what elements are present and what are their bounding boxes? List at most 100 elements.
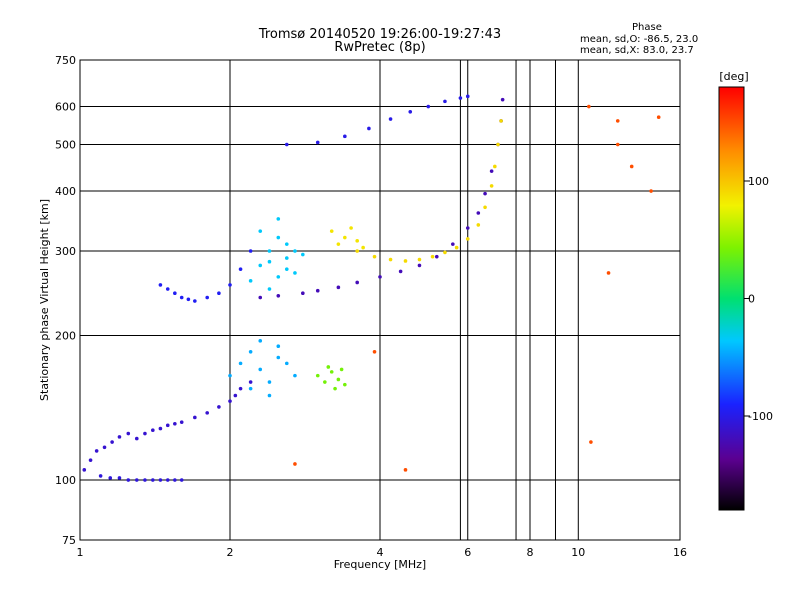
- data-point: [248, 249, 253, 253]
- grid-lines: [80, 60, 680, 540]
- data-point: [293, 373, 297, 378]
- data-point: [267, 393, 272, 398]
- colorbar-label: [deg]: [719, 70, 748, 83]
- data-point: [336, 285, 341, 290]
- data-point: [276, 235, 281, 240]
- data-point: [110, 440, 114, 444]
- data-point: [408, 109, 413, 114]
- y-tick-label: 100: [55, 474, 76, 487]
- data-point: [258, 339, 263, 343]
- data-point: [94, 449, 99, 453]
- data-point: [88, 458, 93, 462]
- y-tick-label: 75: [62, 534, 76, 547]
- data-point: [500, 97, 505, 102]
- data-point: [465, 237, 470, 241]
- data-point: [284, 361, 289, 366]
- y-tick-label: 500: [55, 139, 76, 152]
- data-point: [134, 436, 139, 441]
- plot-frame: [79, 59, 681, 541]
- data-point: [173, 478, 177, 482]
- data-point: [158, 426, 163, 431]
- data-point: [326, 365, 331, 369]
- chart-title: Tromsø 20140520 19:26:00-19:27:43: [258, 27, 502, 42]
- data-point: [276, 293, 281, 298]
- data-point: [217, 405, 221, 409]
- data-point: [117, 435, 122, 439]
- data-point: [315, 373, 320, 378]
- data-point: [158, 283, 163, 287]
- data-point: [465, 94, 470, 99]
- data-point: [151, 478, 155, 482]
- data-point: [267, 249, 272, 253]
- data-point: [293, 271, 297, 275]
- data-point: [343, 134, 347, 139]
- data-point: [336, 377, 341, 382]
- data-point: [258, 263, 263, 268]
- y-axis-label: Stationary phase Virtual Height [km]: [38, 199, 51, 401]
- data-point: [489, 184, 494, 188]
- data-point: [284, 242, 289, 246]
- data-point: [649, 189, 653, 193]
- data-point: [372, 254, 377, 259]
- data-point: [205, 295, 209, 300]
- data-point: [417, 257, 422, 262]
- axis-ticks: 1 2 4 6 8 10 16 75 100 200 300 400 500 600 750: [55, 54, 687, 559]
- data-point: [355, 249, 359, 253]
- y-tick-label: 600: [55, 101, 76, 114]
- data-point: [443, 250, 447, 255]
- data-point: [258, 367, 263, 372]
- data-point: [284, 267, 289, 271]
- data-point: [126, 478, 131, 482]
- data-point: [372, 349, 377, 354]
- data-point: [458, 96, 463, 100]
- data-point: [248, 386, 253, 391]
- data-point: [179, 295, 184, 300]
- data-point: [476, 223, 481, 227]
- data-point: [499, 119, 503, 123]
- data-point: [355, 280, 359, 285]
- data-point: [587, 104, 591, 109]
- data-point: [333, 386, 337, 391]
- data-point: [301, 252, 305, 257]
- x-tick-label: 2: [227, 546, 234, 559]
- data-point: [193, 299, 197, 303]
- data-point: [343, 235, 347, 240]
- y-tick-label: 750: [55, 54, 76, 67]
- x-tick-label: 10: [571, 546, 585, 559]
- data-point: [483, 191, 487, 196]
- data-point: [267, 287, 272, 291]
- data-point: [343, 382, 347, 387]
- y-tick-label: 200: [55, 330, 76, 343]
- colorbar-tick-label: -100: [748, 410, 773, 423]
- data-point: [465, 226, 470, 230]
- data-point: [238, 267, 243, 271]
- data-point: [258, 229, 263, 233]
- data-point: [134, 478, 139, 482]
- data-point: [367, 126, 371, 131]
- data-point: [329, 370, 334, 374]
- data-point: [489, 169, 494, 173]
- x-tick-label: 6: [464, 546, 471, 559]
- data-point: [179, 420, 184, 424]
- data-point: [165, 478, 170, 482]
- colorbar-tick-label: 0: [748, 293, 755, 306]
- data-point: [378, 275, 382, 279]
- data-point: [238, 361, 243, 366]
- data-point: [417, 263, 422, 268]
- data-point: [301, 291, 305, 296]
- data-point: [315, 288, 320, 293]
- data-point: [165, 423, 170, 428]
- data-point: [151, 428, 155, 433]
- x-axis-label: Frequency [MHz]: [334, 558, 426, 571]
- data-point: [284, 256, 289, 260]
- data-point: [276, 217, 281, 221]
- data-point: [267, 259, 272, 264]
- data-point: [228, 283, 232, 287]
- data-point: [233, 393, 238, 398]
- data-point: [493, 164, 497, 169]
- data-point: [248, 349, 253, 354]
- data-point: [267, 380, 272, 384]
- data-point: [258, 295, 263, 300]
- data-point: [615, 142, 620, 147]
- data-point: [276, 344, 281, 349]
